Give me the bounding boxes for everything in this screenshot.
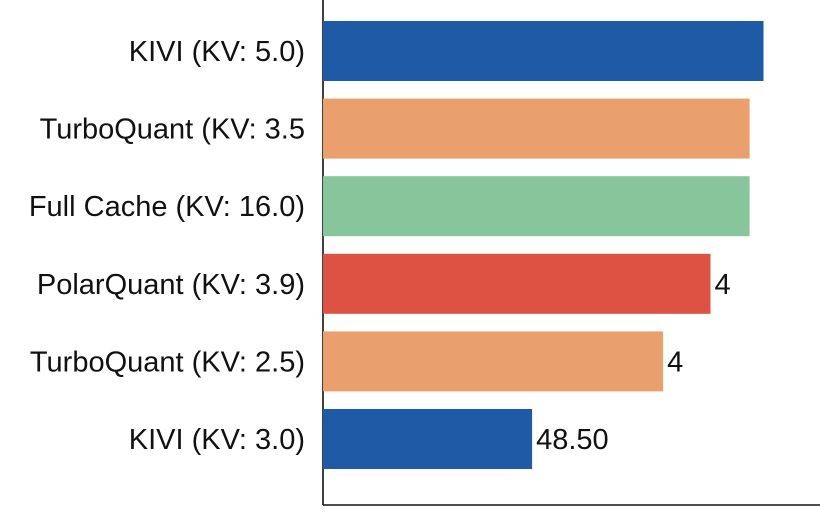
category-label-2: Full Cache (KV: 16.0): [29, 191, 305, 223]
bar-3: [323, 253, 711, 314]
value-label-3: 4: [715, 269, 731, 301]
category-labels-group: KIVI (KV: 5.0) TurboQuant (KV: 3.5 Full Ca…: [29, 36, 305, 456]
bar-0: [323, 21, 764, 81]
category-label-0: KIVI (KV: 5.0): [129, 36, 305, 68]
category-label-3: PolarQuant (KV: 3.9): [37, 269, 305, 301]
category-label-4: TurboQuant (KV: 2.5): [30, 346, 305, 378]
bars-group: [323, 21, 764, 469]
bar-5: [323, 409, 533, 469]
category-label-5: KIVI (KV: 3.0): [129, 424, 305, 456]
value-label-5: 48.50: [536, 424, 609, 456]
bar-4: [323, 331, 664, 392]
value-labels-group: 4 4 48.50: [536, 269, 731, 456]
category-label-1: TurboQuant (KV: 3.5: [40, 114, 305, 146]
value-label-4: 4: [667, 346, 683, 378]
bar-2: [323, 176, 750, 237]
bar-1: [323, 98, 750, 159]
